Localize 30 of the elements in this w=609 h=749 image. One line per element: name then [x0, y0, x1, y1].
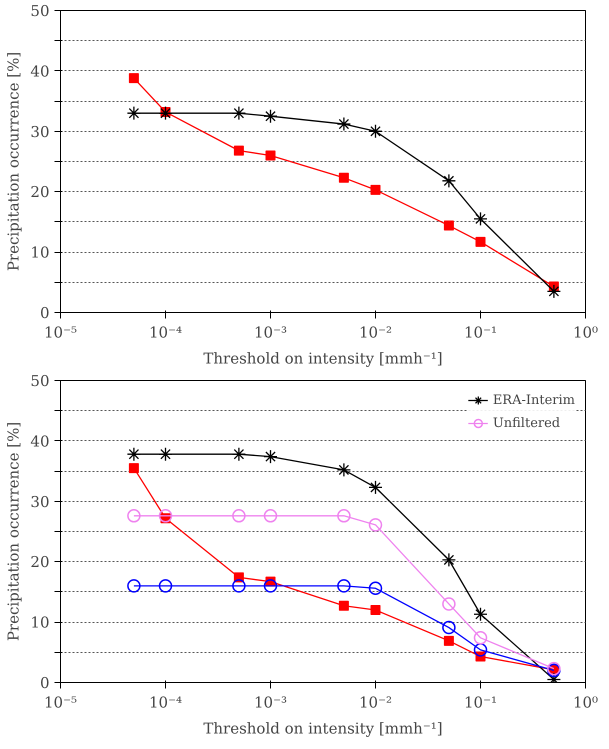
y-tick-label: 40: [30, 432, 50, 450]
x-tick-label: 10⁻¹: [464, 694, 498, 712]
x-tick-label: 10⁻²: [358, 324, 392, 342]
y-tick-label: 0: [40, 674, 50, 692]
x-tick-label: 10⁻³: [254, 324, 288, 342]
x-tick-label: 10⁻²: [358, 694, 392, 712]
x-tick-label: 10⁰: [572, 694, 598, 712]
legend-label: Unfiltered: [492, 416, 560, 430]
y-axis-title: Precipitation occurrence [%]: [4, 422, 22, 642]
y-tick-label: 10: [30, 614, 50, 632]
y-axis-title: Precipitation occurrence [%]: [4, 52, 22, 272]
legend-label: ERA-Interim: [492, 392, 575, 408]
y-tick-label: 50: [30, 372, 50, 390]
y-tick-label: 10: [30, 244, 50, 262]
x-tick-label: 10⁻⁴: [148, 324, 182, 342]
x-tick-label: 10⁻⁴: [148, 694, 182, 712]
y-tick-label: 30: [30, 492, 50, 511]
y-tick-label: 0: [40, 304, 50, 322]
x-axis-title: Threshold on intensity [mmh⁻¹]: [203, 350, 443, 368]
x-tick-label: 10⁻⁵: [44, 694, 78, 712]
x-tick-label: 10⁻³: [254, 694, 288, 712]
x-tick-label: 10⁻⁵: [44, 324, 78, 342]
y-tick-label: 20: [30, 553, 50, 572]
y-tick-label: 30: [30, 122, 50, 141]
y-tick-label: 40: [30, 62, 50, 80]
y-tick-label: 20: [30, 183, 50, 202]
x-tick-label: 10⁰: [572, 324, 598, 342]
x-tick-label: 10⁻¹: [464, 324, 498, 342]
x-axis-title: Threshold on intensity [mmh⁻¹]: [203, 720, 443, 738]
y-tick-label: 50: [30, 2, 50, 20]
